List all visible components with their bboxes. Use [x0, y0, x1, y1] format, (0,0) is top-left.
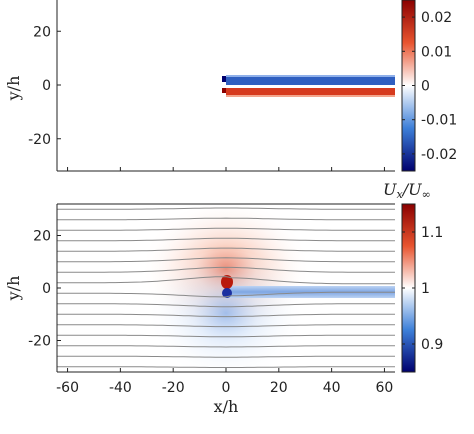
- top-cbar-tick-label: 0.01: [421, 44, 452, 60]
- streamline: [57, 324, 395, 328]
- streamline: [57, 303, 395, 308]
- plate-edge-lower-dark: [222, 88, 228, 93]
- streamline: [57, 266, 395, 273]
- bottom-axes: 20 0 -20 y/h -60 -40 -20 0 20 40 60 x/h: [4, 203, 395, 416]
- wake-band-negative: [226, 76, 395, 85]
- streamline: [57, 207, 395, 210]
- bottom-ytick-label: -20: [28, 334, 51, 350]
- top-cbar-tick-label: 0: [421, 79, 430, 95]
- streamline: [57, 276, 395, 285]
- streamlines: [57, 207, 395, 368]
- streamline: [57, 334, 395, 338]
- top-colorbar: 0.02 0.01 0 -0.01 -0.02: [401, 0, 457, 172]
- wake-band-positive-edge: [226, 95, 395, 97]
- streamline: [57, 313, 395, 318]
- top-ytick-label: 20: [33, 24, 51, 40]
- bottom-ylabel: y/h: [4, 276, 23, 302]
- bottom-xtick-label: -40: [109, 380, 132, 396]
- top-panel: 20 0 -20 y/h: [4, 0, 395, 172]
- streamline: [57, 217, 395, 221]
- top-cbar-tick-label: 0.02: [421, 10, 452, 26]
- top-ylabel: y/h: [4, 76, 23, 102]
- bottom-cbar-tick-label: 0.9: [421, 337, 443, 353]
- bottom-xtick-label: -20: [162, 380, 185, 396]
- bottom-xtick-label: -60: [56, 380, 79, 396]
- bottom-colorbar: 1.1 1 0.9: [401, 203, 443, 373]
- bottom-ytick-label: 0: [42, 281, 51, 297]
- plate-edge-upper-dark: [222, 76, 228, 82]
- bottom-xtick-label: 60: [376, 380, 394, 396]
- wake-band: [226, 286, 395, 298]
- low-velocity-lobe: [146, 250, 306, 372]
- top-cbar-tick-label: -0.01: [421, 113, 457, 129]
- streamline: [57, 227, 395, 231]
- stagnation-high: [221, 275, 233, 289]
- streamline: [57, 355, 395, 358]
- stagnation-low: [222, 288, 232, 298]
- streamline: [57, 257, 395, 263]
- bottom-xtick-label: 40: [323, 380, 341, 396]
- streamline: [57, 237, 395, 242]
- bottom-xlabel: x/h: [214, 397, 239, 416]
- streamline: [57, 291, 395, 298]
- top-ytick-label: -20: [28, 132, 51, 148]
- top-ytick-label: 0: [42, 78, 51, 94]
- streamline: [57, 247, 395, 252]
- wake-band-negative-edge: [226, 75, 395, 77]
- bottom-xtick-label: 20: [270, 380, 288, 396]
- wake-band-gap: [226, 85, 395, 88]
- bottom-ytick-label: 20: [33, 229, 51, 245]
- top-cbar-tick-label: -0.02: [421, 147, 457, 163]
- bottom-cbar-tick-label: 1: [421, 281, 430, 297]
- streamline: [57, 345, 395, 348]
- bottom-panel: 20 0 -20 y/h -60 -40 -20 0 20 40 60 x/h: [4, 203, 395, 416]
- top-axes: 20 0 -20 y/h: [4, 0, 395, 172]
- bottom-xtick-label: 0: [222, 380, 231, 396]
- bottom-cbar-tick-label: 1.1: [421, 225, 443, 241]
- streamline: [57, 366, 395, 368]
- bottom-colorbar-label: Ux/U∞: [383, 180, 431, 201]
- wake-band-positive: [226, 88, 395, 96]
